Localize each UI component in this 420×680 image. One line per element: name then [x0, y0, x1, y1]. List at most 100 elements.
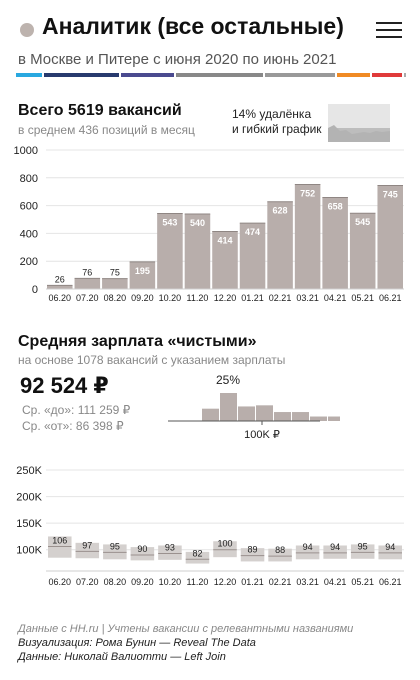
- x-tick-label: 05.21: [351, 293, 374, 303]
- x-tick-label: 11.20: [187, 293, 209, 303]
- data-label: 752: [300, 188, 315, 198]
- vacancies-title: Всего 5619 вакансий: [18, 102, 182, 119]
- color-bar-segment: [371, 73, 402, 77]
- x-tick-label: 12.20: [214, 577, 237, 587]
- bar: [349, 213, 376, 289]
- data-label: 97: [82, 540, 92, 550]
- average-salary-value: 92 524 ₽: [20, 373, 109, 398]
- x-tick-label: 12.20: [214, 293, 237, 303]
- x-tick-label: 02.21: [269, 293, 292, 303]
- data-label: 545: [355, 217, 370, 227]
- color-bar-segment: [121, 73, 174, 77]
- x-tick-label: 08.20: [104, 293, 127, 303]
- salary-range-box: [130, 547, 155, 561]
- x-tick-label: 06.20: [49, 577, 72, 587]
- vacancies-subtitle: в среднем 436 позиций в месяц: [18, 123, 195, 137]
- color-bar-segment: [403, 73, 406, 77]
- bar: [157, 213, 183, 289]
- data-label: 90: [137, 544, 147, 554]
- salary-range-box: [185, 551, 210, 564]
- y-tick-label: 600: [20, 201, 38, 213]
- y-tick-label: 400: [20, 228, 38, 240]
- x-tick-label: 09.20: [131, 577, 154, 587]
- x-tick-label: 10.20: [159, 577, 182, 587]
- salary-range-box: [268, 548, 292, 562]
- bar: [102, 278, 128, 289]
- credit-visualization: Визуализация: Рома Бунин — Reveal The Da…: [18, 637, 256, 649]
- salary-title: Средняя зарплата «чистыми»: [18, 333, 257, 350]
- x-tick-label: 02.21: [269, 577, 292, 587]
- histogram-bar: [256, 405, 273, 421]
- data-label: 628: [273, 206, 288, 216]
- remote-share-sparkline: [328, 104, 390, 142]
- x-tick-label: 03.21: [296, 577, 319, 587]
- title-dot-icon: [20, 23, 34, 37]
- salary-from-average: Ср. «от»: 86 398 ₽: [22, 419, 124, 433]
- header: Аналитик (все остальные) в Москве и Пите…: [0, 0, 420, 84]
- histogram-bar: [328, 416, 340, 421]
- color-bar-segment: [264, 73, 336, 77]
- data-label: 474: [245, 227, 260, 237]
- salary-range-box: [103, 544, 127, 560]
- x-tick-label: 04.21: [324, 577, 347, 587]
- data-label: 745: [383, 189, 398, 199]
- x-tick-label: 01.21: [241, 293, 264, 303]
- color-bar-segment: [337, 73, 370, 77]
- remote-note-line2: и гибкий график: [232, 122, 322, 136]
- y-tick-label: 150K: [16, 518, 42, 530]
- bar: [294, 184, 321, 289]
- data-label: 543: [162, 218, 177, 228]
- y-tick-label: 250K: [16, 465, 42, 477]
- histogram-bar: [310, 416, 327, 421]
- x-tick-label: 03.21: [296, 293, 319, 303]
- data-label: 94: [385, 542, 395, 552]
- histogram-bar: [274, 412, 291, 421]
- x-tick-label: 01.21: [241, 577, 264, 587]
- bar: [212, 231, 238, 289]
- bar: [74, 278, 101, 289]
- data-label: 100: [217, 539, 232, 549]
- data-label: 106: [52, 536, 67, 546]
- histogram-bar: [238, 406, 255, 421]
- color-bar-segment: [44, 73, 120, 77]
- x-tick-label: 09.20: [131, 293, 154, 303]
- data-label: 93: [165, 542, 175, 552]
- data-label: 82: [192, 548, 202, 558]
- category-color-bar: [16, 73, 406, 77]
- salary-range-box: [213, 541, 237, 558]
- remote-work-note: 14% удалёнка и гибкий график: [232, 107, 322, 137]
- histogram-bar: [220, 393, 237, 421]
- vacancies-bar-chart: 1000 800 600 400 200 0 26 06.20 76 07.20 75 08.20 19…: [14, 145, 404, 303]
- credit-data-author: Данные: Николай Валиотти — Left Join: [18, 651, 226, 663]
- bar: [267, 201, 293, 289]
- salary-range-box: [48, 536, 72, 558]
- x-tick-label: 11.20: [187, 577, 209, 587]
- y-tick-label: 800: [20, 173, 38, 185]
- hamburger-menu-icon[interactable]: [376, 20, 402, 40]
- x-tick-label: 06.21: [379, 293, 402, 303]
- bar: [377, 185, 403, 289]
- y-tick-label: 100K: [16, 545, 42, 557]
- x-tick-label: 07.20: [76, 577, 99, 587]
- salary-range-box: [323, 545, 347, 559]
- salary-range-box: [75, 542, 100, 559]
- x-tick-label: 07.20: [76, 293, 99, 303]
- bar: [47, 285, 73, 289]
- histogram-bar: [292, 412, 309, 421]
- data-label: 26: [55, 274, 65, 284]
- x-tick-label: 05.21: [351, 577, 374, 587]
- histogram-bar: [202, 408, 219, 421]
- bar: [129, 261, 156, 289]
- data-label: 76: [82, 267, 92, 277]
- salary-histogram: 25%100K ₽200K ₽300K ₽: [168, 373, 340, 441]
- salary-range-box: [158, 545, 182, 560]
- y-tick-label: 200K: [16, 492, 42, 504]
- bar: [184, 213, 211, 289]
- y-tick-label: 1000: [14, 145, 38, 157]
- salary-to-average: Ср. «до»: 111 259 ₽: [22, 403, 131, 417]
- salary-range-box: [295, 545, 320, 560]
- data-label: 75: [110, 268, 120, 278]
- data-label: 89: [248, 545, 258, 555]
- histogram-peak-label: 25%: [216, 373, 240, 387]
- x-tick-label: 04.21: [324, 293, 347, 303]
